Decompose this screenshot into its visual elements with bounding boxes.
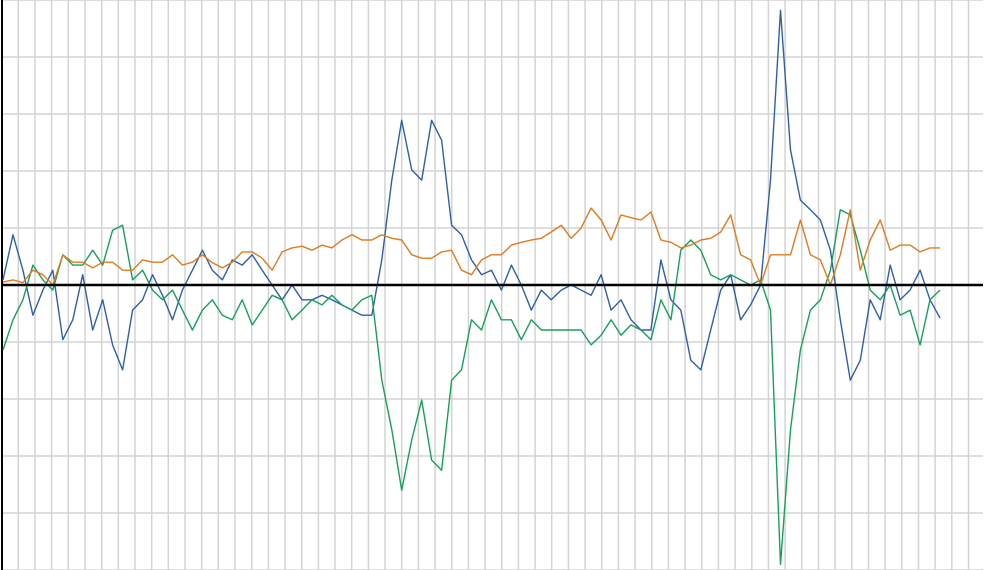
- series-lines: [2, 9, 941, 565]
- series-line-2: [2, 209, 941, 565]
- series-line-1: [2, 9, 941, 381]
- series-line-3: [2, 207, 940, 286]
